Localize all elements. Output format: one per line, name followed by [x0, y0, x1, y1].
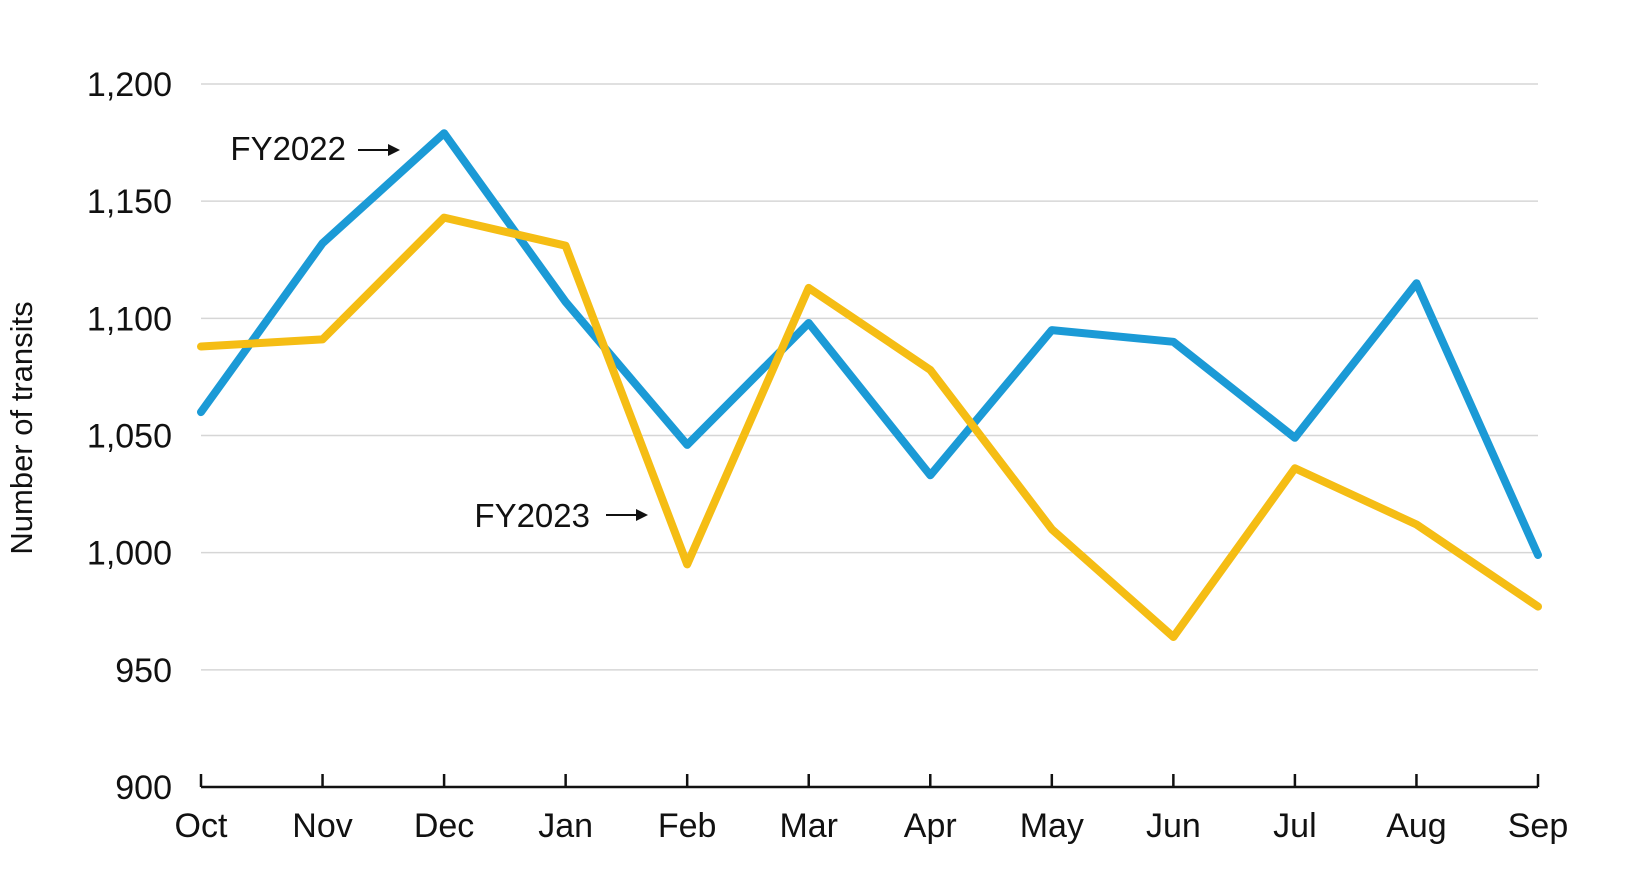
y-tick-label: 1,200 — [87, 66, 172, 104]
x-tick-label: Apr — [904, 807, 957, 845]
x-tick-label: Sep — [1508, 807, 1569, 845]
x-tick-label: Nov — [292, 807, 352, 845]
y-tick-labels: 900 950 1,000 1,050 1,100 1,150 1,200 — [87, 66, 172, 807]
annotation-fy2023-label: FY2023 — [474, 497, 590, 534]
gridlines — [201, 83, 1538, 671]
x-tick-label: Feb — [658, 807, 717, 845]
y-tick-label: 950 — [115, 652, 172, 690]
x-tick-label: Jun — [1146, 807, 1201, 845]
y-tick-label: 1,150 — [87, 183, 172, 221]
x-tick-labels: Oct Nov Dec Jan Feb Mar Apr May Jun Jul Aug Sep — [175, 807, 1569, 845]
series-lines — [197, 129, 1542, 641]
x-tick-label: Dec — [414, 807, 474, 845]
annotation-fy2022-label: FY2022 — [230, 130, 346, 167]
x-axis — [199, 774, 1540, 789]
y-tick-label: 1,100 — [87, 300, 172, 338]
annotation-fy2023-arrow — [606, 509, 648, 521]
x-tick-label: Oct — [175, 807, 228, 845]
x-tick-label: Jul — [1273, 807, 1316, 845]
x-tick-label: Mar — [779, 807, 838, 845]
y-tick-label: 900 — [115, 769, 172, 807]
y-tick-label: 1,050 — [87, 418, 172, 456]
x-tick-label: Jan — [538, 807, 593, 845]
x-tick-label: May — [1020, 807, 1084, 845]
x-tick-label: Aug — [1386, 807, 1447, 845]
y-tick-label: 1,000 — [87, 535, 172, 573]
y-axis-title: Number of transits — [4, 301, 39, 554]
annotation-fy2022-arrow — [358, 144, 400, 156]
series-line-fy2022 — [197, 129, 1542, 559]
series-annotations: FY2022 FY2023 — [230, 130, 648, 534]
series-line-fy2023 — [197, 213, 1542, 641]
